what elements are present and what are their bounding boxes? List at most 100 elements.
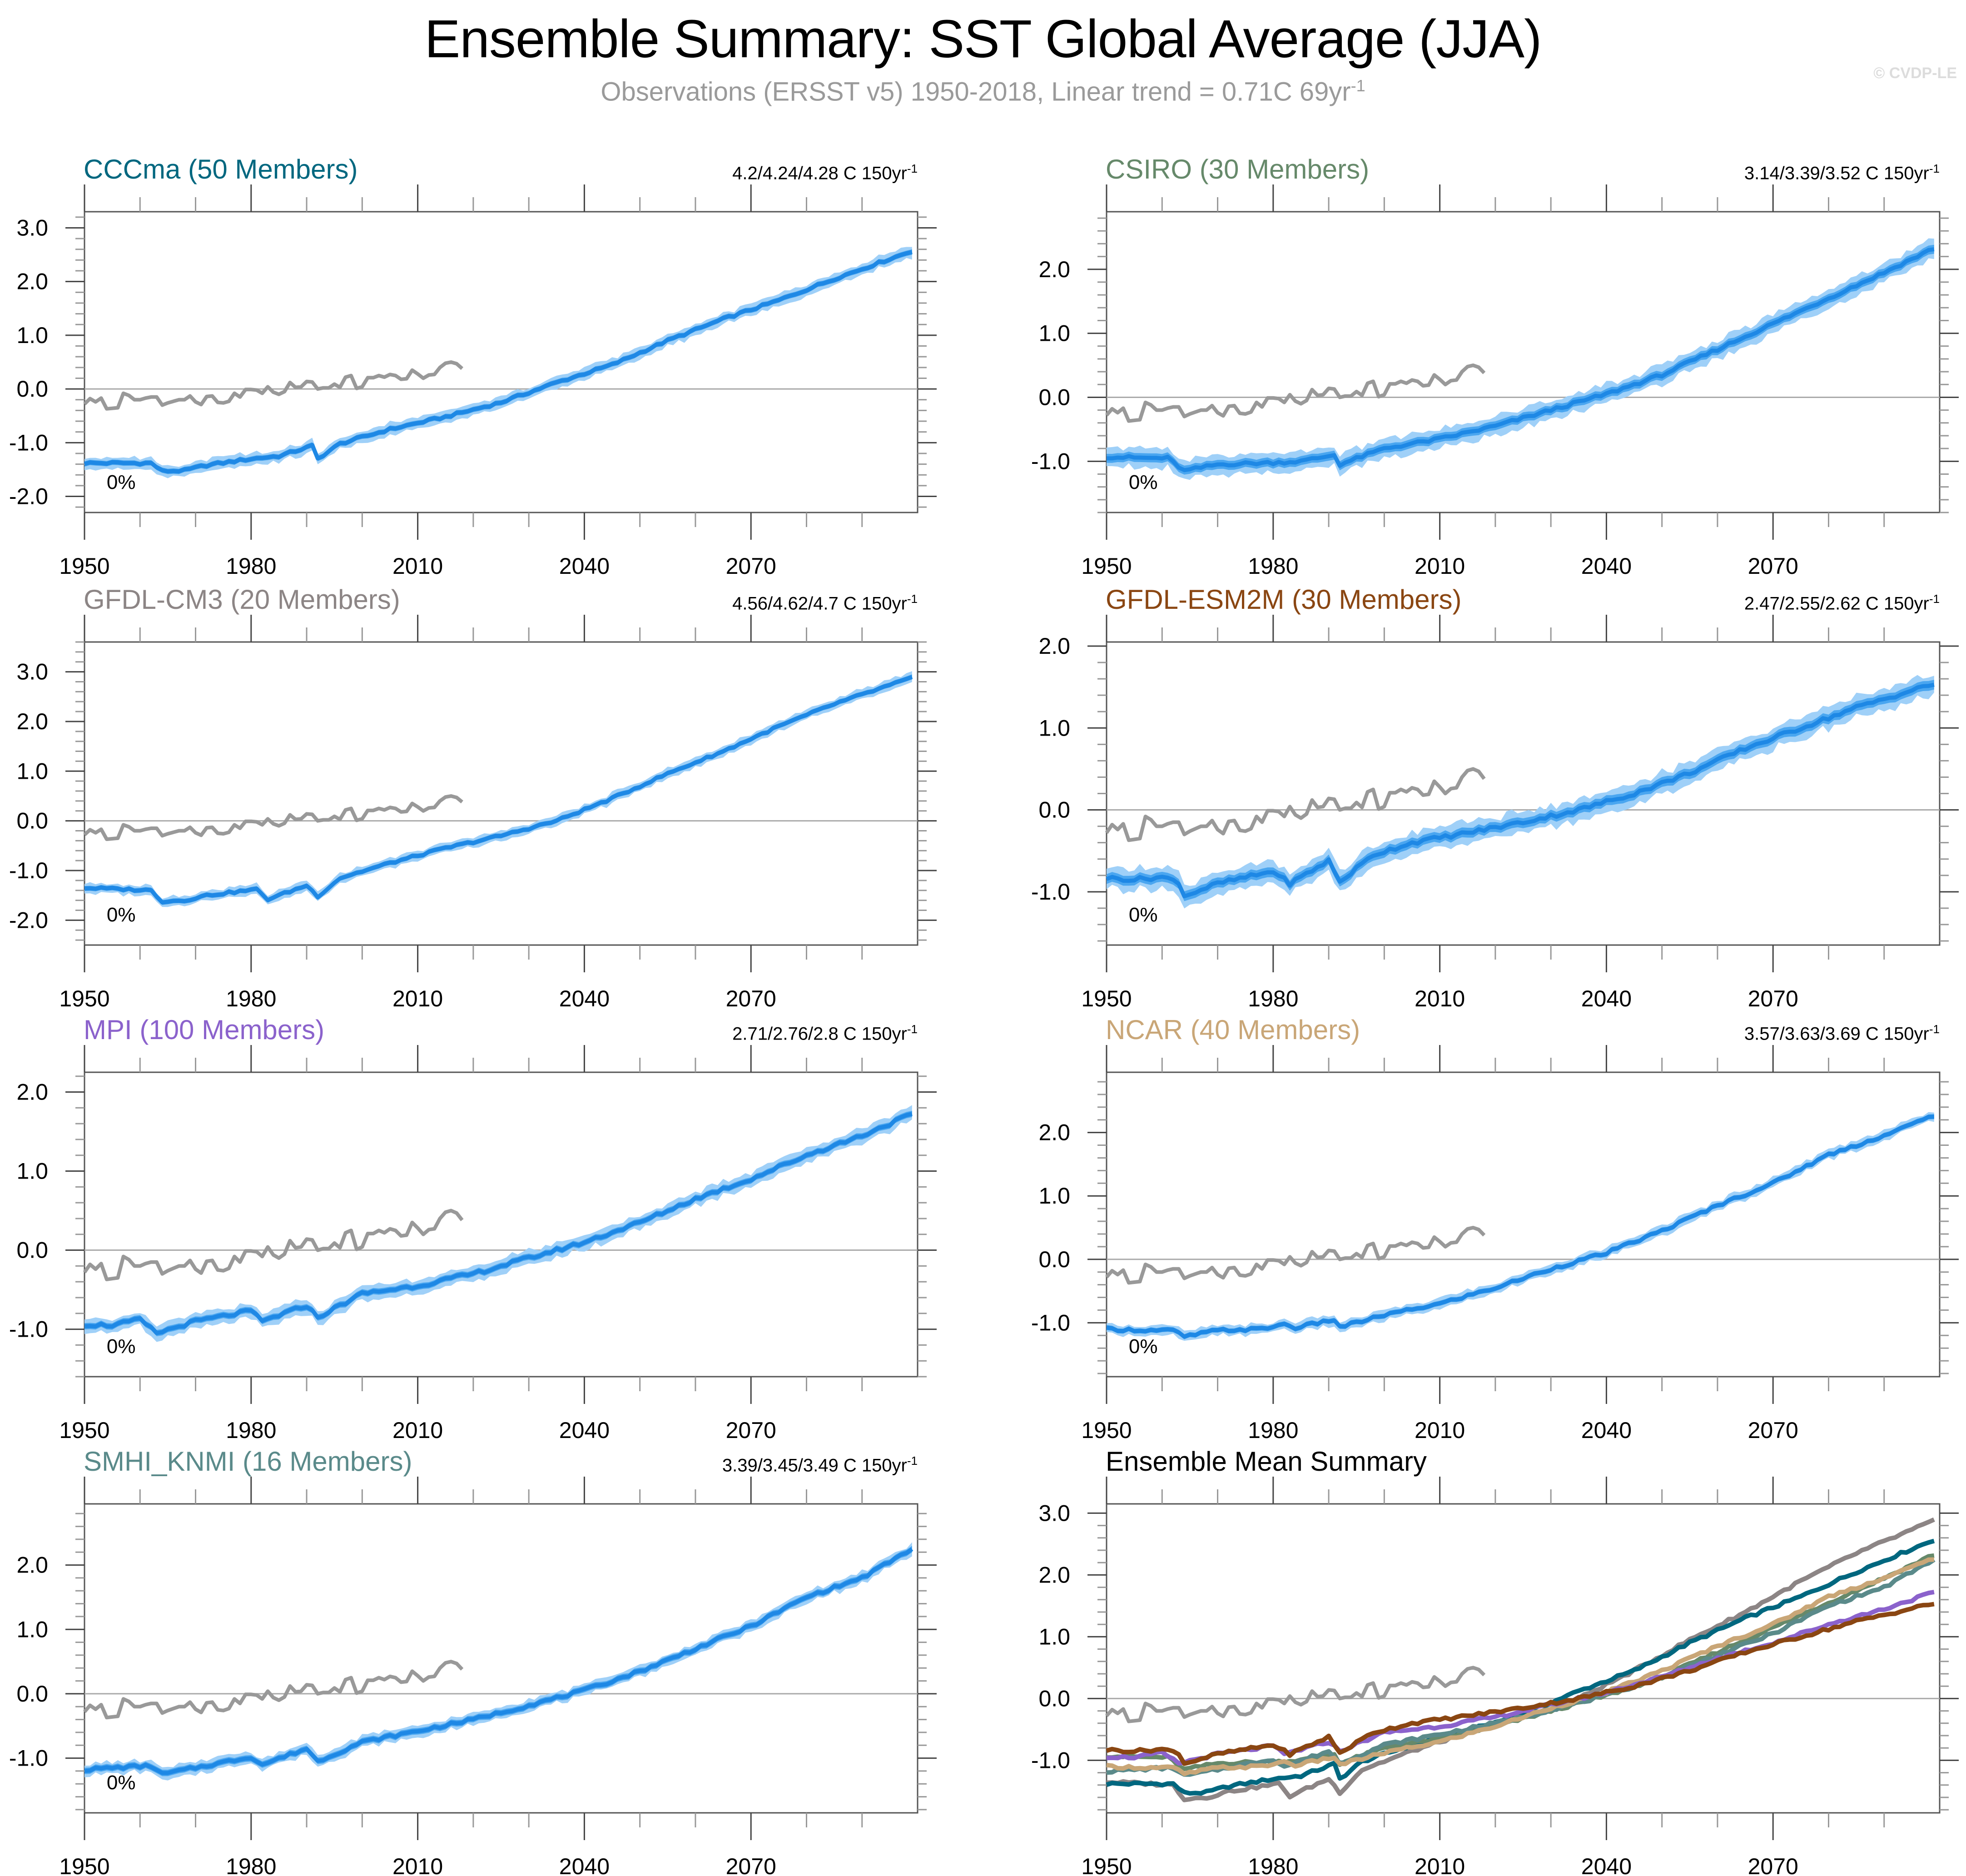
trend-superscript: -1 — [1929, 162, 1940, 175]
ensemble-spread-outer-band — [1107, 238, 1934, 480]
y-tick-label: 1.0 — [1038, 1183, 1070, 1209]
panel-3: 1950 1980 2010 2040 2070 -2.0 -1.0 0.0 1.0 2.0 3.0… — [9, 615, 937, 1011]
observations-line — [83, 360, 464, 411]
panel-trend-label: 3.57/3.63/3.69 C 150yr-1 — [1744, 1022, 1940, 1044]
x-tick-label: 2040 — [559, 1854, 610, 1876]
watermark: © CVDP-LE — [1873, 65, 1957, 82]
ensemble-spread-outer-band — [84, 247, 912, 478]
x-tick-label: 2010 — [1415, 1854, 1465, 1876]
panel-title: GFDL-ESM2M (30 Members) — [1106, 584, 1462, 615]
y-tick-label: 1.0 — [1038, 715, 1070, 741]
x-tick-label: 2040 — [559, 986, 610, 1011]
x-tick-label: 1980 — [226, 1854, 276, 1876]
y-tick-label: 3.0 — [16, 659, 48, 685]
y-tick-label: -1.0 — [1031, 879, 1070, 905]
series-line-mpi — [1106, 1590, 1935, 1766]
percent-label: 0% — [107, 471, 136, 493]
y-tick-label: 1.0 — [1038, 1624, 1070, 1649]
observations-line — [1105, 1226, 1486, 1285]
y-tick-label: -2.0 — [9, 907, 48, 933]
y-tick-label: -2.0 — [9, 484, 48, 509]
x-tick-label: 1950 — [59, 986, 109, 1011]
x-tick-label: 1980 — [226, 1418, 276, 1443]
observations-line — [83, 1209, 464, 1281]
ensemble-mean-line — [84, 1547, 913, 1775]
panel-trend-label: 2.47/2.55/2.62 C 150yr-1 — [1744, 592, 1940, 614]
ensemble-spread-inner-band — [84, 249, 912, 474]
y-tick-label: 1.0 — [16, 1617, 48, 1642]
x-tick-label: 2040 — [1581, 1418, 1632, 1443]
trend-text: 3.14/3.39/3.52 C 150yr — [1744, 163, 1929, 184]
panel-title: GFDL-CM3 (20 Members) — [84, 584, 400, 615]
observations-line — [83, 794, 463, 841]
x-tick-label: 2010 — [392, 1854, 443, 1876]
y-tick-label: 2.0 — [1038, 1562, 1070, 1587]
y-tick-label: 0.0 — [16, 808, 48, 834]
trend-superscript: -1 — [907, 162, 918, 175]
x-tick-label: 1980 — [1248, 1854, 1298, 1876]
ensemble-mean-line — [1106, 1115, 1934, 1339]
y-tick-label: 0.0 — [1038, 1686, 1070, 1711]
series-line-cccma — [1106, 1538, 1935, 1796]
panel-title: Ensemble Mean Summary — [1106, 1446, 1427, 1477]
x-tick-label: 2010 — [392, 553, 443, 579]
y-tick-label: 1.0 — [16, 323, 48, 348]
series-line-gfdl-esm2m — [1106, 1602, 1935, 1766]
y-tick-label: 2.0 — [1038, 257, 1070, 282]
ensemble-spread-outer-band — [84, 1542, 912, 1781]
percent-label: 0% — [107, 1335, 136, 1358]
y-tick-label: 0.0 — [1038, 1247, 1070, 1272]
y-tick-label: 0.0 — [16, 376, 48, 402]
ensemble-spread-inner-band — [84, 1546, 912, 1776]
y-tick-label: -1.0 — [9, 1746, 48, 1771]
plot-frame — [84, 1071, 918, 1378]
trend-text: 2.47/2.55/2.62 C 150yr — [1744, 593, 1929, 614]
figure-subtitle: Observations (ERSST v5) 1950-2018, Linea… — [0, 76, 1966, 107]
y-tick-label: 1.0 — [16, 758, 48, 784]
y-tick-label: 3.0 — [1038, 1500, 1070, 1526]
x-tick-label: 1980 — [226, 986, 276, 1011]
panel-title: SMHI_KNMI (16 Members) — [84, 1446, 412, 1477]
panel-1: 1950 1980 2010 2040 2070 -2.0 -1.0 0.0 1.0 2.0 3.0… — [9, 184, 937, 579]
panel-6: 1950 1980 2010 2040 2070 -1.0 0.0 1.0 2.0 0% — [1031, 1045, 1959, 1443]
x-tick-label: 1980 — [1248, 986, 1298, 1011]
ensemble-spread-outer-band — [84, 1105, 912, 1342]
y-tick-label: 0.0 — [16, 1238, 48, 1263]
plot-frame — [1106, 641, 1941, 946]
x-tick-label: 2040 — [559, 1418, 610, 1443]
observations-line — [1105, 767, 1486, 842]
panel-trend-label: 3.39/3.45/3.49 C 150yr-1 — [722, 1454, 918, 1476]
panel-2: 1950 1980 2010 2040 2070 -1.0 0.0 1.0 2.0 0% — [1031, 184, 1959, 579]
y-tick-label: 2.0 — [16, 1553, 48, 1578]
series-line-ncar — [1106, 1557, 1934, 1776]
x-tick-label: 1950 — [59, 553, 109, 579]
y-tick-label: -1.0 — [9, 1317, 48, 1342]
panel-title: CSIRO (30 Members) — [1106, 154, 1370, 184]
ensemble-mean-line — [84, 675, 913, 905]
panel-5: 1950 1980 2010 2040 2070 -1.0 0.0 1.0 2.0 0% — [9, 1045, 937, 1443]
y-tick-label: 1.0 — [1038, 321, 1070, 346]
x-tick-label: 2010 — [1415, 553, 1465, 579]
y-tick-label: 2.0 — [1038, 633, 1070, 659]
x-tick-label: 1950 — [1081, 553, 1132, 579]
x-tick-label: 2070 — [1748, 1854, 1798, 1876]
ensemble-spread-inner-band — [1107, 244, 1934, 475]
plot-frame — [1106, 1503, 1941, 1814]
observations-line — [1105, 1666, 1486, 1723]
y-tick-label: 0.0 — [1038, 384, 1070, 410]
x-tick-label: 1980 — [1248, 1418, 1298, 1443]
panel-trend-label: 4.56/4.62/4.7 C 150yr-1 — [732, 592, 918, 614]
trend-text: 4.56/4.62/4.7 C 150yr — [732, 593, 907, 614]
panel-title: NCAR (40 Members) — [1106, 1015, 1360, 1045]
panel-title: CCCma (50 Members) — [84, 154, 358, 184]
y-tick-label: -1.0 — [9, 858, 48, 883]
ensemble-mean-line — [84, 1112, 913, 1335]
trend-text: 3.57/3.63/3.69 C 150yr — [1744, 1024, 1929, 1044]
x-tick-label: 1980 — [226, 553, 276, 579]
subtitle-superscript: -1 — [1350, 76, 1365, 95]
trend-superscript: -1 — [907, 1022, 918, 1036]
ensemble-spread-outer-band — [1107, 675, 1934, 909]
x-tick-label: 2010 — [392, 986, 443, 1011]
plot-frame — [1106, 1071, 1941, 1378]
